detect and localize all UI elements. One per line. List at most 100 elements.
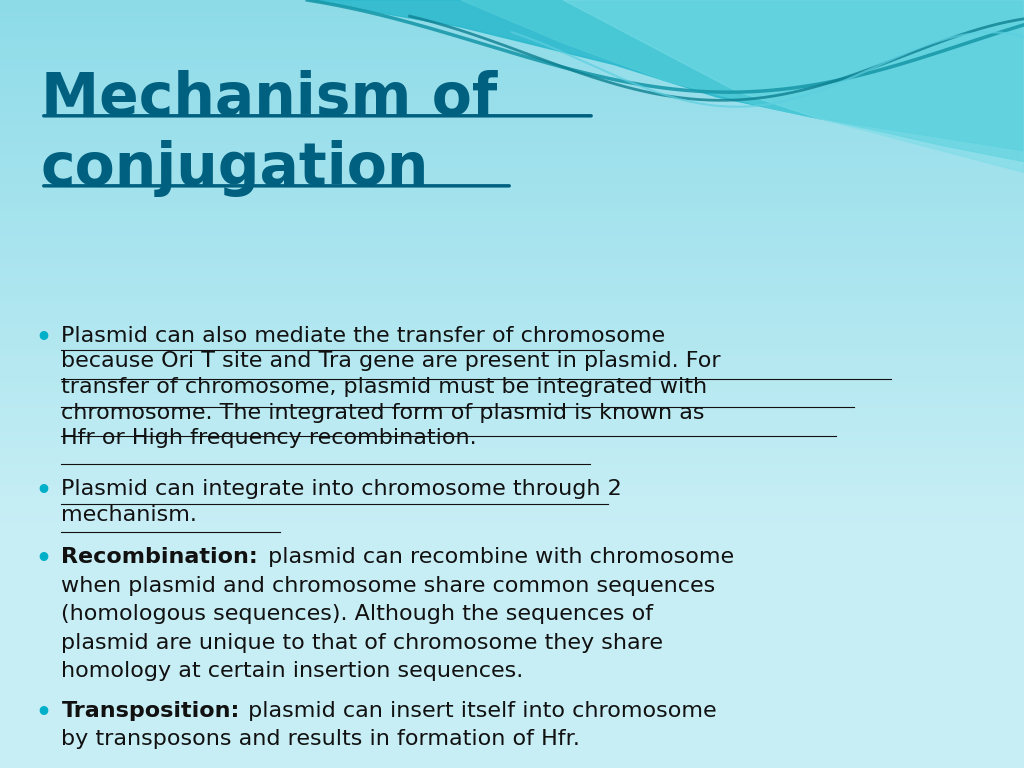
Bar <box>0 345 1024 350</box>
Bar <box>0 48 1024 54</box>
Bar <box>0 22 1024 27</box>
Bar <box>0 237 1024 243</box>
Bar <box>0 183 1024 188</box>
Bar <box>0 533 1024 538</box>
Bar <box>0 307 1024 313</box>
Bar <box>0 91 1024 97</box>
Polygon shape <box>563 0 1024 172</box>
Bar <box>0 124 1024 129</box>
Bar <box>0 70 1024 75</box>
Text: when plasmid and chromosome share common sequences: when plasmid and chromosome share common… <box>61 576 716 596</box>
Bar <box>0 118 1024 124</box>
Bar <box>0 522 1024 528</box>
Bar <box>0 65 1024 70</box>
Text: (homologous sequences). Although the sequences of: (homologous sequences). Although the seq… <box>61 604 653 624</box>
Bar <box>0 474 1024 479</box>
Bar <box>0 5 1024 11</box>
Polygon shape <box>307 0 1024 151</box>
Bar <box>0 43 1024 48</box>
Bar <box>0 59 1024 65</box>
Bar <box>0 291 1024 296</box>
Bar <box>0 442 1024 447</box>
Bar <box>0 221 1024 227</box>
Bar <box>0 485 1024 490</box>
Bar <box>0 275 1024 280</box>
Bar <box>0 452 1024 458</box>
Bar <box>0 253 1024 259</box>
Bar <box>0 259 1024 264</box>
Text: Plasmid can also mediate the transfer of chromosome
because Ori T site and Tra g: Plasmid can also mediate the transfer of… <box>61 326 721 449</box>
Bar <box>0 356 1024 361</box>
Bar <box>0 161 1024 167</box>
Bar <box>0 188 1024 194</box>
Bar <box>0 404 1024 409</box>
Text: by transposons and results in formation of Hfr.: by transposons and results in formation … <box>61 730 581 750</box>
Bar <box>0 372 1024 377</box>
Bar <box>0 0 1024 5</box>
Text: Mechanism of: Mechanism of <box>41 70 498 127</box>
Bar <box>0 296 1024 302</box>
Bar <box>0 134 1024 140</box>
Text: Transposition:: Transposition: <box>61 700 240 721</box>
Bar <box>0 463 1024 468</box>
Bar <box>0 528 1024 533</box>
Bar <box>0 108 1024 113</box>
Text: •: • <box>36 479 52 503</box>
Bar <box>0 248 1024 253</box>
Bar <box>0 81 1024 86</box>
Text: •: • <box>36 326 52 350</box>
Polygon shape <box>461 0 1024 161</box>
Bar <box>0 177 1024 183</box>
Text: Recombination:: Recombination: <box>61 548 258 568</box>
Bar <box>0 409 1024 415</box>
Bar <box>0 334 1024 339</box>
Bar <box>0 436 1024 442</box>
Bar <box>0 479 1024 485</box>
Bar <box>0 27 1024 32</box>
Bar <box>0 350 1024 356</box>
Bar <box>0 511 1024 517</box>
Bar <box>0 210 1024 216</box>
Bar <box>0 399 1024 404</box>
Bar <box>0 145 1024 151</box>
Bar <box>0 393 1024 399</box>
Bar <box>0 501 1024 506</box>
Bar <box>0 318 1024 323</box>
Text: plasmid can insert itself into chromosome: plasmid can insert itself into chromosom… <box>241 700 716 721</box>
Bar <box>0 151 1024 156</box>
Text: Plasmid can integrate into chromosome through 2
mechanism.: Plasmid can integrate into chromosome th… <box>61 479 623 525</box>
Bar <box>0 323 1024 329</box>
Bar <box>0 11 1024 16</box>
Bar <box>0 75 1024 81</box>
Bar <box>0 458 1024 463</box>
Bar <box>0 447 1024 452</box>
Bar <box>0 205 1024 210</box>
Bar <box>0 425 1024 431</box>
Bar <box>0 38 1024 43</box>
Bar <box>0 286 1024 291</box>
Bar <box>0 517 1024 522</box>
Bar <box>0 490 1024 495</box>
Bar <box>0 172 1024 177</box>
Bar <box>0 302 1024 307</box>
Text: plasmid can recombine with chromosome: plasmid can recombine with chromosome <box>261 548 734 568</box>
Text: homology at certain insertion sequences.: homology at certain insertion sequences. <box>61 661 523 681</box>
Bar <box>0 264 1024 270</box>
Text: •: • <box>36 700 52 725</box>
Bar <box>0 495 1024 501</box>
Bar <box>0 415 1024 420</box>
Bar <box>0 388 1024 393</box>
Bar <box>0 329 1024 334</box>
Bar <box>0 227 1024 232</box>
Bar <box>0 102 1024 108</box>
Bar <box>0 113 1024 118</box>
Bar <box>0 361 1024 366</box>
Bar <box>0 232 1024 237</box>
Bar <box>0 200 1024 205</box>
Bar <box>0 129 1024 134</box>
Bar <box>0 382 1024 388</box>
Bar <box>0 32 1024 38</box>
Bar <box>0 86 1024 91</box>
Bar <box>0 156 1024 161</box>
Bar <box>0 377 1024 382</box>
